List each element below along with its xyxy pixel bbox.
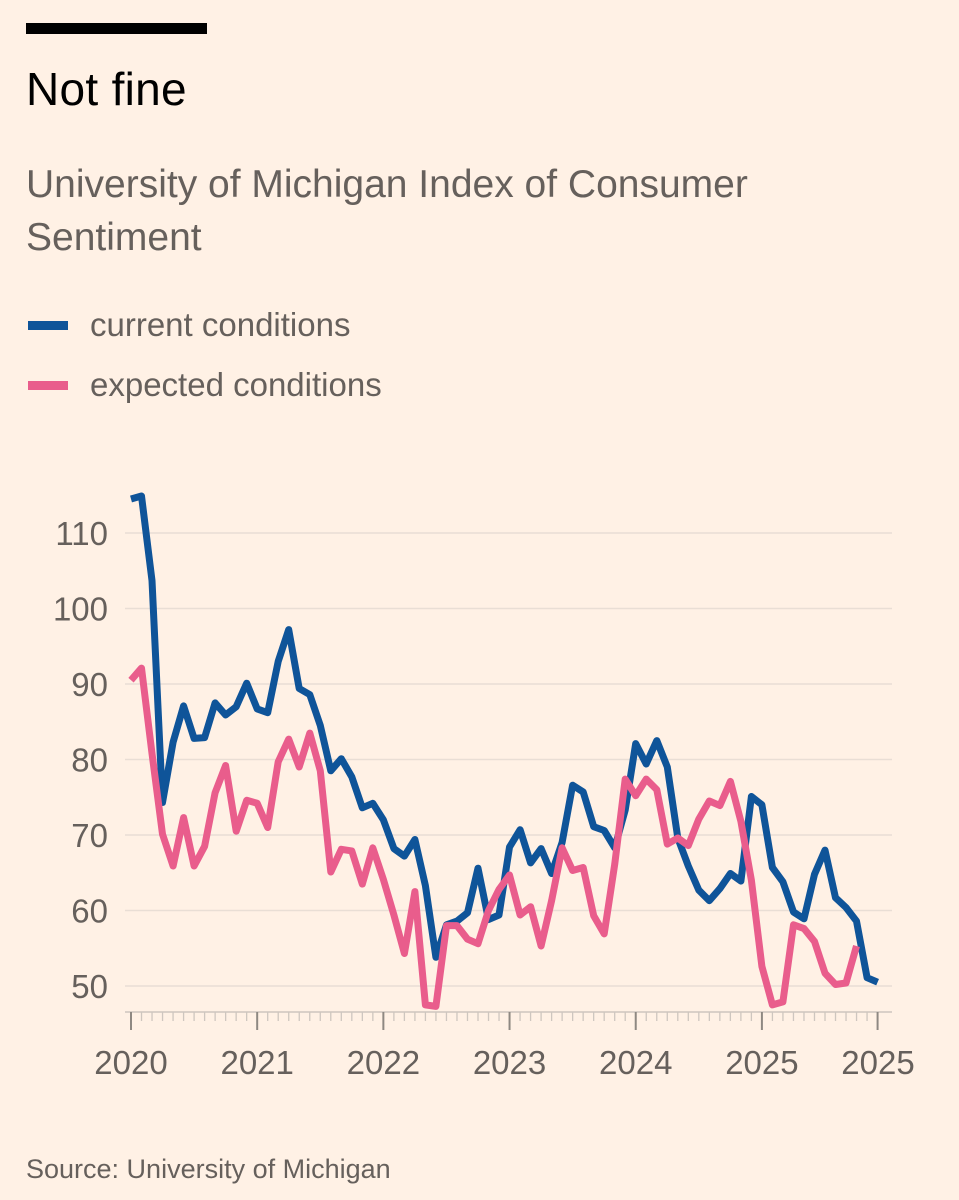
legend-swatch-expected <box>28 381 68 390</box>
x-tick-label: 2022 <box>347 1044 420 1081</box>
x-tick-label: 2021 <box>220 1044 293 1081</box>
series-line-current-conditions <box>130 492 879 986</box>
source-note: Source: University of Michigan <box>26 1154 391 1184</box>
y-tick-label: 110 <box>55 515 108 552</box>
y-tick-label: 60 <box>71 893 108 930</box>
chart-title: Not fine <box>26 63 187 115</box>
y-tick-label: 100 <box>53 591 108 628</box>
x-tick-label: 2020 <box>94 1044 167 1081</box>
top-rule <box>26 23 207 34</box>
x-tick-label: 2025 <box>841 1044 914 1081</box>
x-tick-label: 2024 <box>599 1044 672 1081</box>
series-line-expected-conditions <box>128 664 860 1010</box>
line-chart: 50 60 70 80 90 100 110 2020 2021 2022 2023 2024 2025… <box>53 492 915 1081</box>
y-tick-label: 50 <box>71 968 108 1005</box>
chart-subtitle: University of Michigan Index of Consumer… <box>26 163 748 259</box>
y-tick-label: 90 <box>71 666 108 703</box>
y-tick-label: 80 <box>71 742 108 779</box>
x-tick-label: 2025 <box>725 1044 798 1081</box>
legend-label-expected: expected conditions <box>90 366 382 403</box>
legend-swatch-current <box>28 321 68 330</box>
y-tick-label: 70 <box>71 817 108 854</box>
legend-label-current: current conditions <box>90 306 351 343</box>
x-tick-label: 2023 <box>473 1044 546 1081</box>
